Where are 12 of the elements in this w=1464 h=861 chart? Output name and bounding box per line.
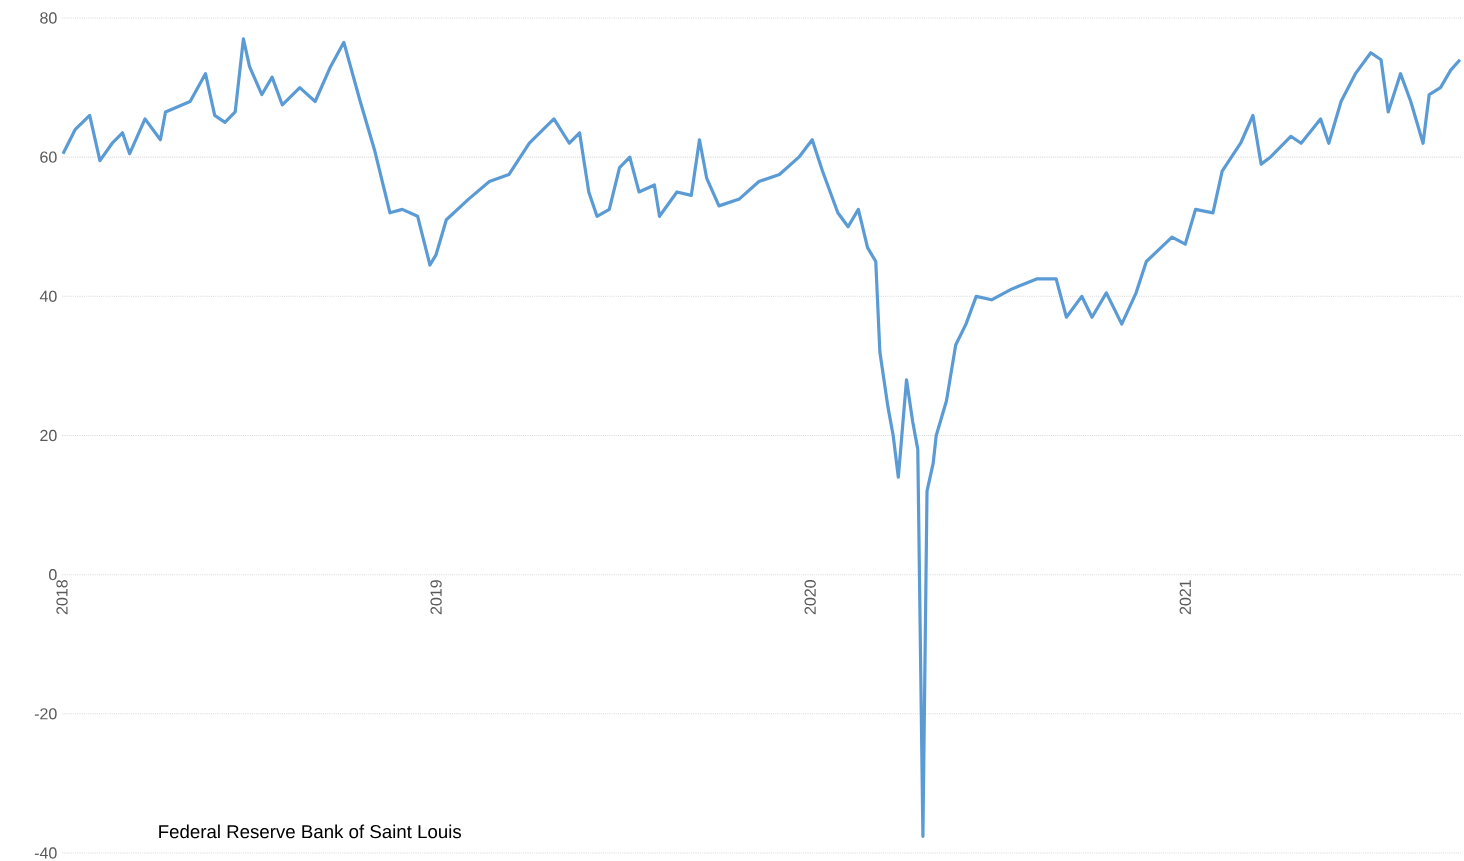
y-tick-label: 20	[40, 429, 57, 442]
y-tick-label: 80	[40, 12, 57, 24]
y-tick-label: 40	[39, 290, 57, 302]
x-tick-label: 2021	[1179, 580, 1191, 615]
x-tick-label: 2019	[430, 580, 442, 615]
x-tick-label: 2020	[804, 580, 816, 615]
x-tick-label: 2018	[56, 580, 68, 615]
y-tick-label: 0	[49, 569, 57, 581]
annotation: Federal Reserve Bank of Saint Louis	[159, 824, 462, 839]
y-tick-label: -40	[34, 847, 57, 859]
y-tick-label: -20	[34, 708, 57, 720]
y-tick-label: 60	[40, 151, 57, 163]
